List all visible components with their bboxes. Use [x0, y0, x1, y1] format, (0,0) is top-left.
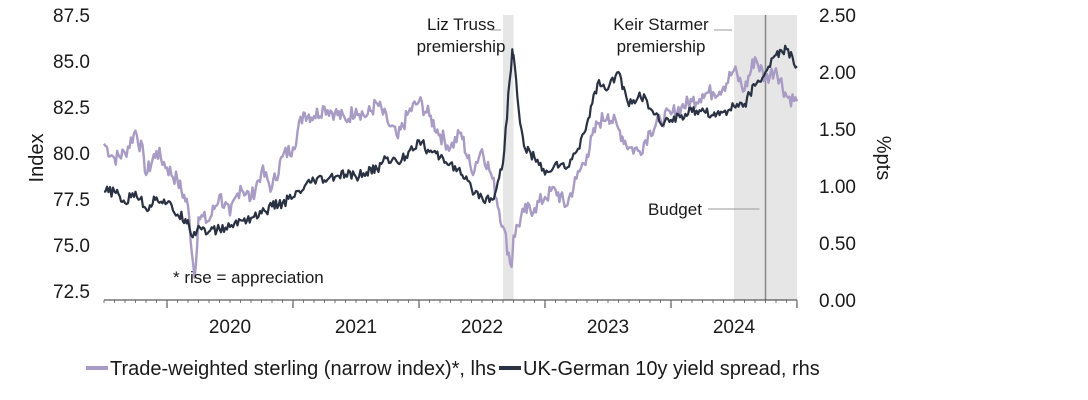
- y-right-tick-label: 2.50: [819, 6, 856, 27]
- legend-label-sterling: Trade-weighted sterling (narrow index)*,…: [110, 358, 496, 380]
- y-left-tick-label: 72.5: [53, 282, 90, 303]
- y-right-tick-label: 0.50: [819, 234, 856, 255]
- y-left-tick-label: 87.5: [53, 6, 90, 27]
- y-left-tick-label: 85.0: [53, 52, 90, 73]
- y-left-tick-label: 77.5: [53, 190, 90, 211]
- axes: 2020 2021 2022 2023 2024 72.5 75.0 77.5 80.0 82.5…: [53, 6, 856, 338]
- y-right-tick-label: 2.00: [819, 63, 856, 84]
- y-right-tick-label: 1.00: [819, 177, 856, 198]
- x-tick-label: 2021: [335, 317, 377, 338]
- annotation-note: * rise = appreciation: [173, 268, 324, 287]
- y-right-tick-label: 0.00: [819, 291, 856, 312]
- event-line-label: Budget: [648, 200, 702, 219]
- shaded-period-label-0: Liz Truss premiership: [417, 15, 506, 56]
- x-tick-label: 2020: [209, 317, 251, 338]
- series-lines: [102, 44, 799, 280]
- legend: Trade-weighted sterling (narrow index)*,…: [86, 358, 820, 380]
- shaded-periods: [503, 15, 797, 300]
- y-left-tick-label: 80.0: [53, 144, 90, 165]
- y-right-tick-label: 1.50: [819, 120, 856, 141]
- series-line-1: [103, 44, 798, 239]
- annotations: Liz Truss premiership Keir Starmer premiers…: [417, 15, 760, 219]
- x-tick-label: 2022: [461, 317, 503, 338]
- shaded-period-label-1: Keir Starmer premiership: [613, 15, 709, 56]
- y-axis-right-title: %pts: [872, 136, 894, 180]
- y-left-tick-label: 75.0: [53, 236, 90, 257]
- x-tick-label: 2023: [587, 317, 629, 338]
- series-line-0: [102, 56, 799, 280]
- legend-label-spread: UK-German 10y yield spread, rhs: [523, 358, 820, 380]
- x-tick-label: 2024: [713, 317, 756, 338]
- shaded-period-0: [503, 15, 514, 300]
- y-left-tick-label: 82.5: [53, 98, 90, 119]
- y-axis-left-title: Index: [26, 134, 48, 183]
